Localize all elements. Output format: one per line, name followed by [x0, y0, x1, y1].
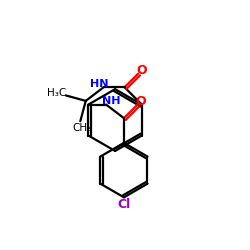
Text: Cl: Cl: [117, 198, 130, 211]
Text: O: O: [136, 64, 147, 77]
Text: O: O: [136, 95, 146, 108]
Text: HN: HN: [90, 79, 108, 89]
Text: CH₃: CH₃: [72, 123, 91, 133]
Text: NH: NH: [102, 96, 120, 106]
Text: H₃C: H₃C: [47, 88, 66, 99]
